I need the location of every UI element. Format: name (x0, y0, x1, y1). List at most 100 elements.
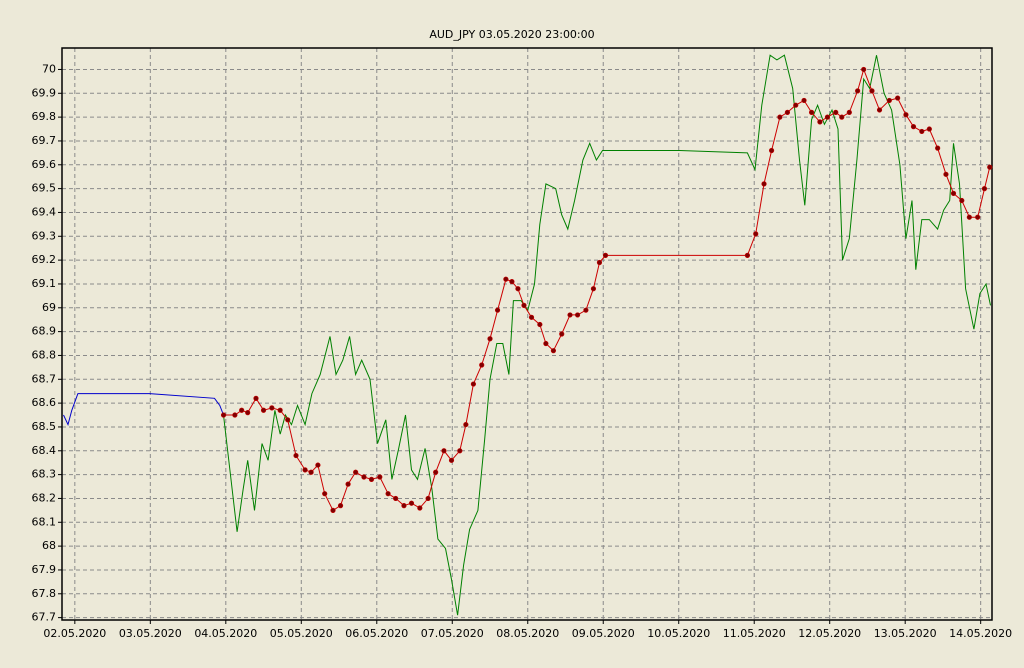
point-marker (919, 128, 925, 135)
x-tick-label: 06.05.2020 (345, 627, 408, 640)
point-marker (784, 109, 791, 115)
y-tick-label: 69.7 (32, 134, 57, 147)
y-tick-label: 69.9 (32, 86, 57, 99)
point-marker (543, 340, 549, 347)
y-tick-label: 67.8 (32, 587, 57, 600)
point-marker (817, 119, 823, 125)
y-tick-label: 67.9 (32, 563, 57, 576)
point-marker (417, 505, 423, 511)
point-marker (239, 407, 245, 413)
series-line (63, 393, 224, 427)
series-line (223, 54, 991, 616)
point-marker (487, 336, 493, 342)
point-marker (935, 145, 941, 151)
point-marker (886, 97, 892, 104)
point-marker (220, 412, 227, 418)
point-marker (753, 231, 759, 237)
y-tick-label: 68.3 (32, 468, 57, 481)
point-marker (793, 102, 799, 108)
point-marker (950, 190, 957, 196)
x-tick-label: 13.05.2020 (874, 627, 937, 640)
point-marker (559, 331, 565, 337)
y-tick-label: 69.4 (32, 205, 57, 218)
point-marker (839, 114, 845, 120)
x-tick-label: 11.05.2020 (723, 627, 786, 640)
y-tick-label: 68.7 (32, 372, 57, 385)
point-marker (245, 410, 251, 416)
plot-border (61, 47, 993, 621)
point-marker (981, 186, 988, 192)
point-marker (260, 407, 267, 413)
x-tick-label: 14.05.2020 (949, 627, 1012, 640)
y-tick-label: 69.5 (32, 182, 57, 195)
point-marker (441, 448, 447, 454)
point-marker (385, 491, 391, 497)
point-marker (833, 109, 839, 115)
y-tick-label: 69.3 (32, 229, 57, 242)
point-marker (377, 474, 383, 480)
y-tick-label: 68 (42, 539, 56, 552)
point-marker (509, 278, 515, 285)
point-marker (926, 126, 932, 132)
y-tick-label: 68.8 (32, 348, 57, 361)
point-marker (869, 88, 875, 94)
point-marker (768, 147, 775, 154)
point-marker (315, 462, 321, 468)
point-marker (574, 312, 581, 318)
point-marker (910, 124, 917, 130)
x-tick-label: 10.05.2020 (647, 627, 710, 640)
point-marker (975, 214, 981, 220)
point-marker (583, 307, 589, 313)
x-tick-label: 07.05.2020 (421, 627, 484, 640)
point-marker (801, 97, 807, 104)
point-marker (966, 214, 972, 220)
point-marker (861, 66, 867, 73)
point-marker (808, 109, 815, 115)
point-marker (744, 252, 751, 258)
y-tick-label: 68.4 (32, 444, 57, 457)
y-tick-label: 70 (42, 62, 56, 75)
y-tick-label: 67.7 (32, 611, 57, 624)
point-marker (503, 276, 509, 282)
y-tick-label: 69.2 (32, 253, 57, 266)
point-marker (494, 307, 501, 313)
x-tick-label: 05.05.2020 (270, 627, 333, 640)
point-marker (876, 107, 883, 113)
point-marker (537, 321, 543, 328)
point-marker (521, 302, 527, 309)
point-marker (337, 503, 344, 509)
point-marker (463, 421, 469, 428)
point-marker (253, 395, 259, 401)
point-marker (393, 495, 399, 502)
x-tick-label: 04.05.2020 (194, 627, 257, 640)
y-tick-label: 68.9 (32, 325, 57, 338)
point-marker (903, 112, 909, 118)
point-marker (943, 171, 949, 177)
x-tick-label: 08.05.2020 (496, 627, 559, 640)
point-marker (470, 381, 477, 387)
point-marker (596, 259, 603, 266)
x-tick-label: 02.05.2020 (43, 627, 106, 640)
y-tick-label: 68.2 (32, 491, 57, 504)
point-marker (368, 476, 375, 482)
point-marker (345, 481, 351, 487)
point-marker (293, 452, 299, 459)
point-marker (777, 114, 783, 120)
point-marker (846, 109, 852, 115)
point-marker (515, 286, 521, 292)
point-marker (855, 88, 861, 94)
point-marker (987, 164, 993, 170)
point-marker (308, 469, 314, 475)
point-marker (277, 407, 283, 413)
point-marker (550, 348, 557, 354)
point-marker (361, 474, 367, 480)
y-tick-label: 69.1 (32, 277, 57, 290)
point-marker (567, 312, 573, 318)
point-marker (895, 95, 901, 101)
point-marker (322, 491, 328, 497)
point-marker (457, 448, 463, 454)
x-tick-label: 03.05.2020 (119, 627, 182, 640)
point-marker (479, 362, 485, 368)
chart-title: AUD_JPY 03.05.2020 23:00:00 (429, 28, 594, 41)
